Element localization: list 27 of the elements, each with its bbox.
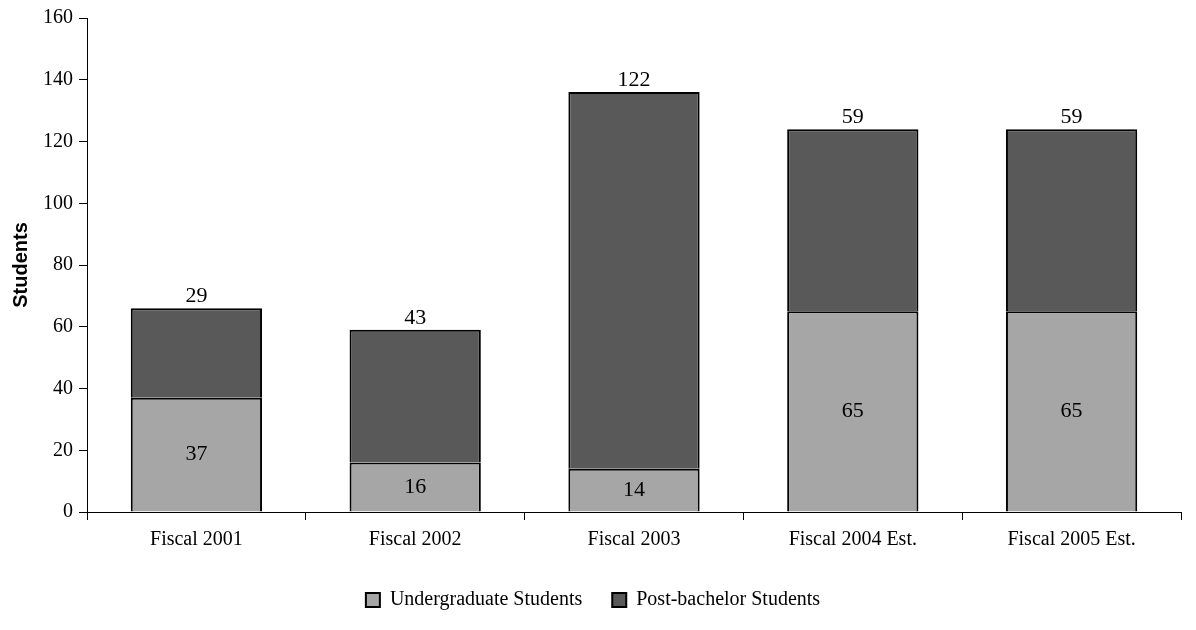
y-tick-label: 80 bbox=[53, 252, 73, 275]
y-tick-label: 40 bbox=[53, 375, 73, 398]
data-label: 65 bbox=[1060, 397, 1083, 423]
y-tick-label: 20 bbox=[53, 437, 73, 460]
y-tick-label: 100 bbox=[43, 190, 73, 213]
x-tick-label: Fiscal 2005 Est. bbox=[1007, 527, 1136, 550]
data-label: 37 bbox=[185, 440, 208, 466]
x-tick-label: Fiscal 2002 bbox=[368, 527, 462, 550]
data-label: 29 bbox=[185, 282, 208, 308]
y-axis-title: Students bbox=[8, 222, 31, 308]
legend-label: Undergraduate Students bbox=[389, 587, 583, 611]
data-label: 14 bbox=[623, 475, 645, 501]
x-tick-label: Fiscal 2003 bbox=[587, 527, 681, 550]
y-tick-label: 0 bbox=[63, 499, 73, 522]
data-label: 122 bbox=[617, 65, 651, 91]
data-label: 65 bbox=[841, 397, 864, 423]
y-tick-label: 140 bbox=[43, 67, 73, 89]
x-tick-label: Fiscal 2001 bbox=[150, 527, 243, 550]
data-label: 43 bbox=[404, 303, 427, 329]
x-tick-label: Fiscal 2004 Est. bbox=[788, 527, 917, 550]
y-tick-label: 160 bbox=[43, 5, 73, 28]
data-label: 16 bbox=[404, 472, 427, 498]
y-tick-label: 60 bbox=[53, 314, 73, 336]
y-tick-label: 120 bbox=[43, 128, 73, 151]
data-label: 59 bbox=[841, 102, 864, 128]
data-label: 59 bbox=[1060, 102, 1083, 128]
legend-label: Post-bachelor Students bbox=[636, 587, 821, 610]
